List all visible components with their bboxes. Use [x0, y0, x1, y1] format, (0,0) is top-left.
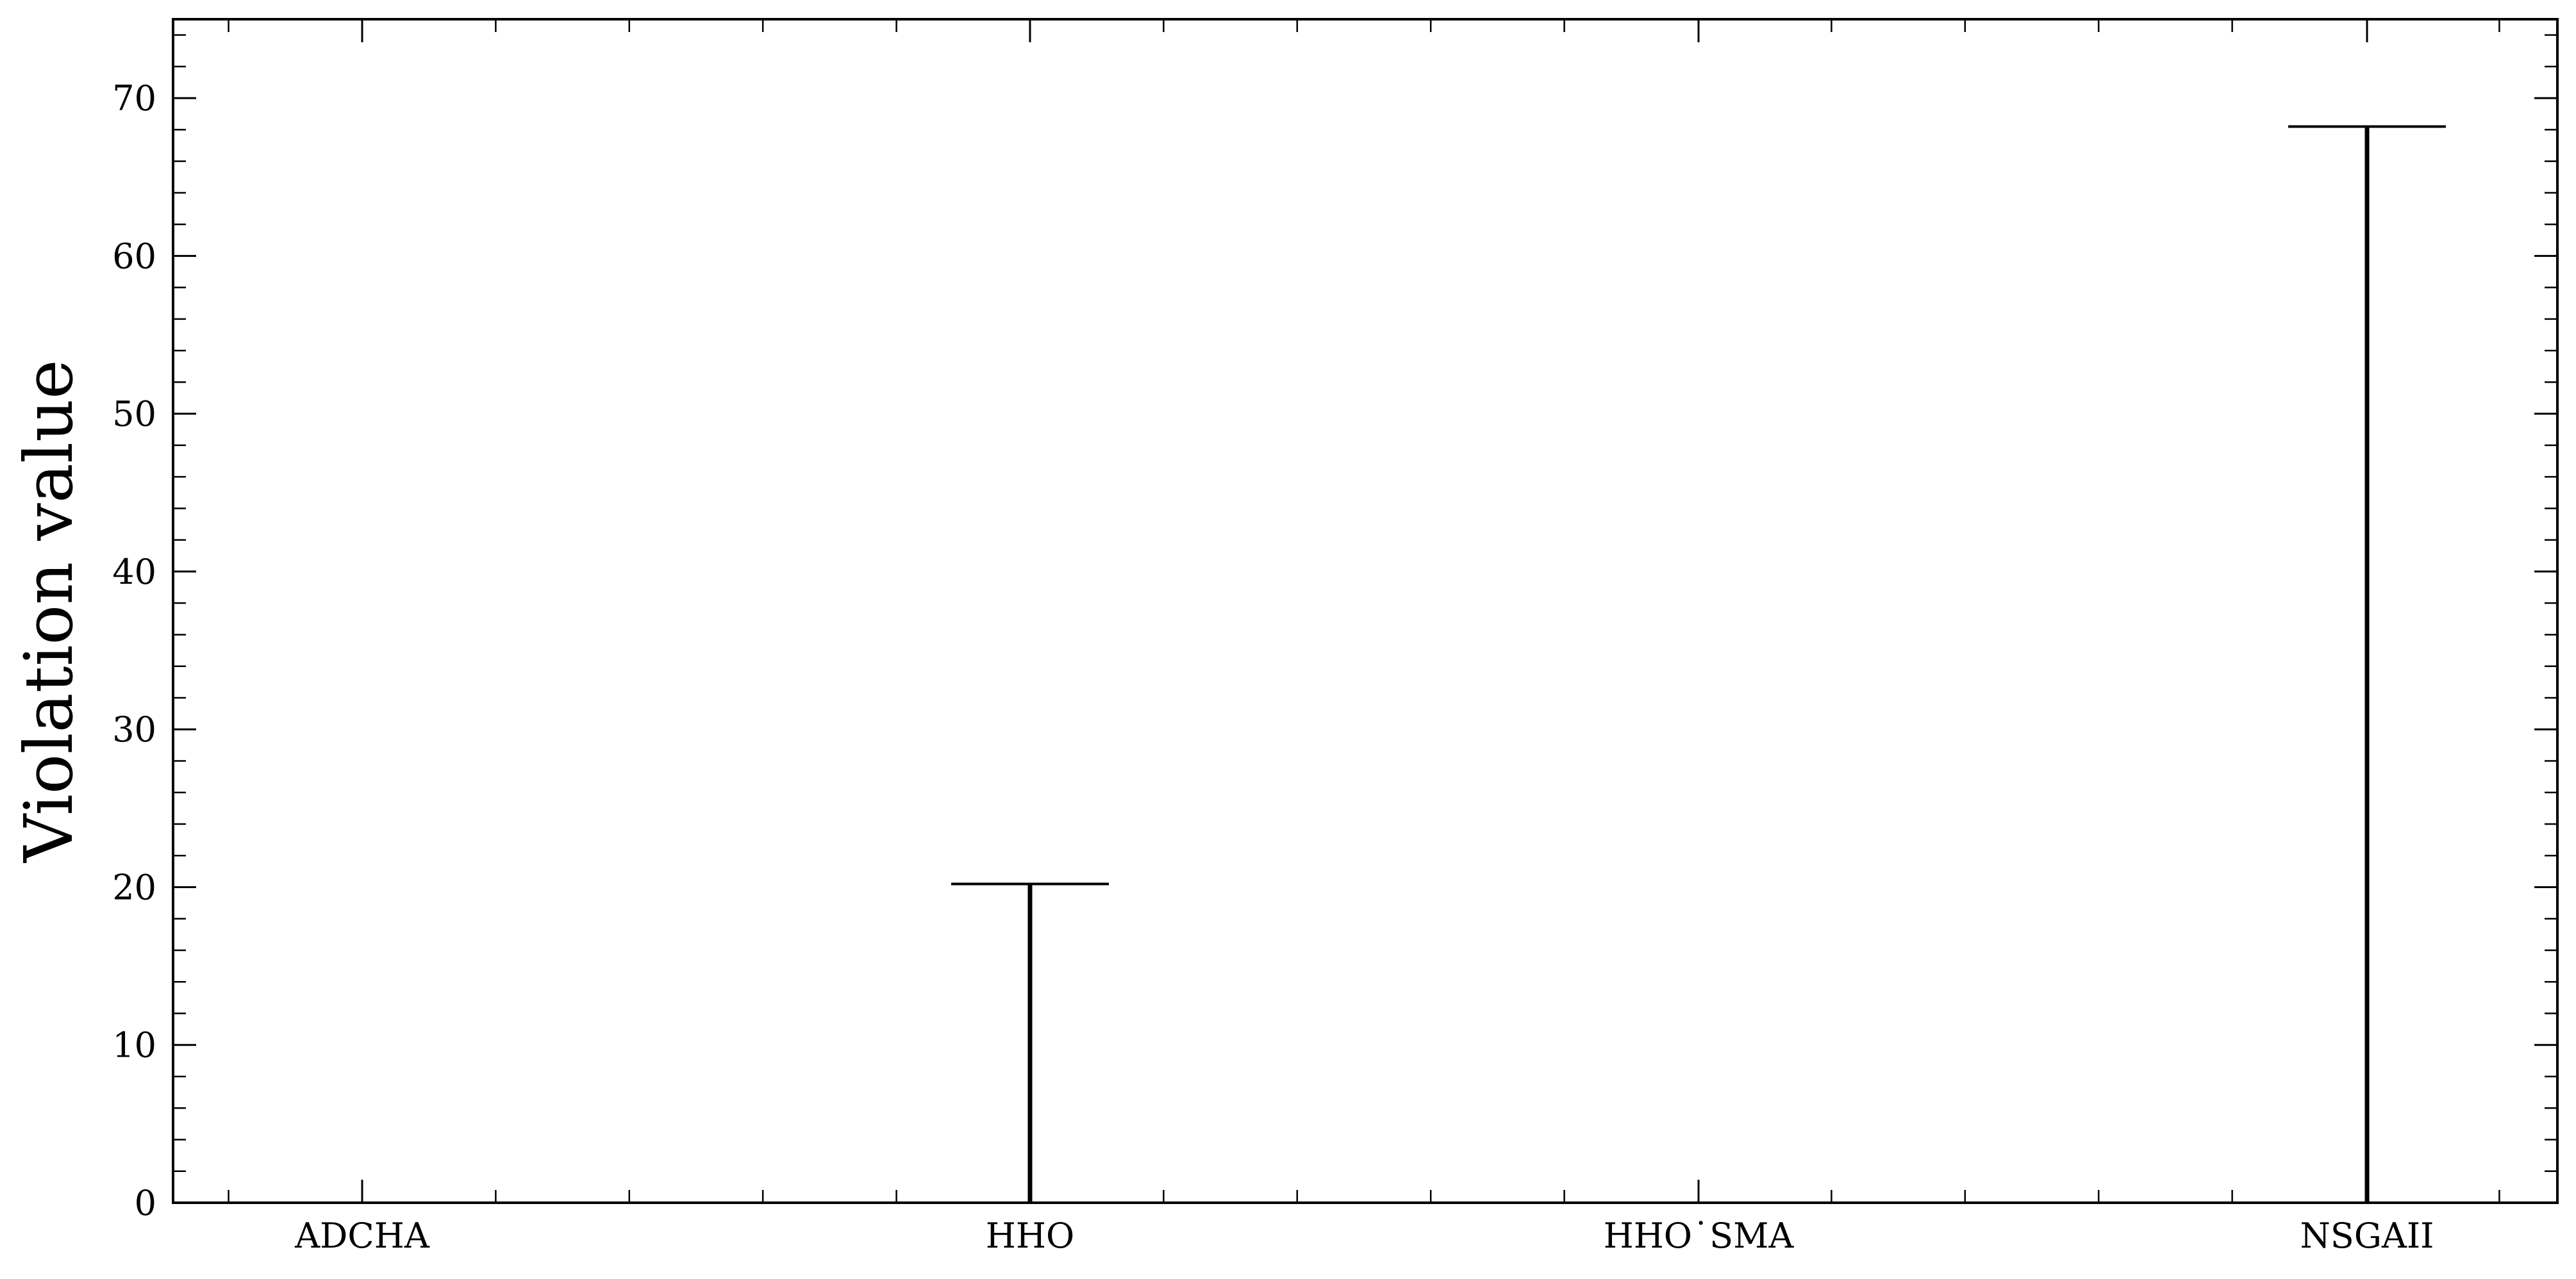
x-tick-label: HHO [986, 1216, 1074, 1256]
y-tick-label: 70 [112, 78, 156, 119]
minor-ticks [173, 19, 2557, 1203]
x-tick-label: NSGAII [2300, 1216, 2434, 1256]
y-tick-labels: 0 10 20 30 40 50 60 70 [112, 78, 156, 1223]
x-tick-label: ADCHA [294, 1216, 430, 1256]
major-ticks [173, 19, 2557, 1204]
plot-frame [172, 18, 2559, 1204]
y-tick-label: 0 [135, 1183, 156, 1223]
y-tick-label: 60 [112, 236, 156, 276]
y-axis-label: Violation value [10, 359, 88, 864]
y-tick-label: 10 [112, 1025, 156, 1066]
y-tick-label: 30 [112, 709, 156, 750]
y-tick-label: 20 [112, 867, 156, 907]
x-tick-labels: ADCHA HHO HHO˙SMA NSGAII [294, 1216, 2434, 1256]
y-tick-label: 50 [112, 394, 156, 434]
violin-marks [283, 125, 2446, 1204]
y-tick-label: 40 [112, 552, 156, 592]
x-tick-label: HHO˙SMA [1604, 1216, 1795, 1256]
